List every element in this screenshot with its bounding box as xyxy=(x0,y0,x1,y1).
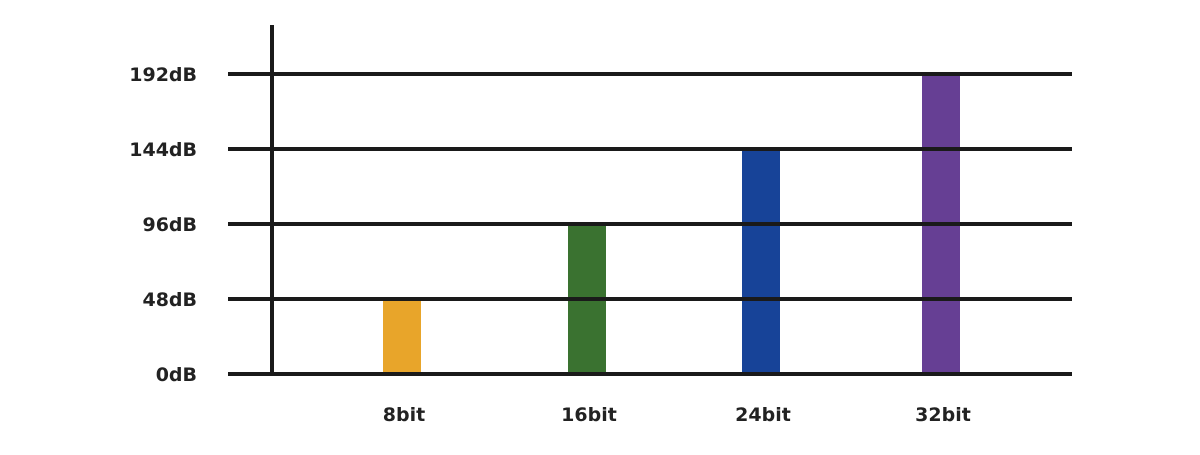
y-tick-label: 144dB xyxy=(129,139,197,161)
bar-8bit xyxy=(383,299,421,376)
x-tick-label: 24bit xyxy=(735,404,791,426)
bar-24bit xyxy=(742,149,780,376)
y-tick-labels: 0dB 48dB 96dB 144dB 192dB xyxy=(129,64,197,386)
x-tick-label: 8bit xyxy=(383,404,425,426)
y-tick-label: 96dB xyxy=(142,214,197,236)
y-tick-label: 0dB xyxy=(156,364,197,386)
gridlines xyxy=(228,72,1072,376)
x-tick-label: 32bit xyxy=(915,404,971,426)
y-tick-label: 192dB xyxy=(129,64,197,86)
y-tick-label: 48dB xyxy=(142,289,197,311)
x-tick-label: 16bit xyxy=(561,404,617,426)
x-tick-labels: 8bit 16bit 24bit 32bit xyxy=(383,404,971,426)
